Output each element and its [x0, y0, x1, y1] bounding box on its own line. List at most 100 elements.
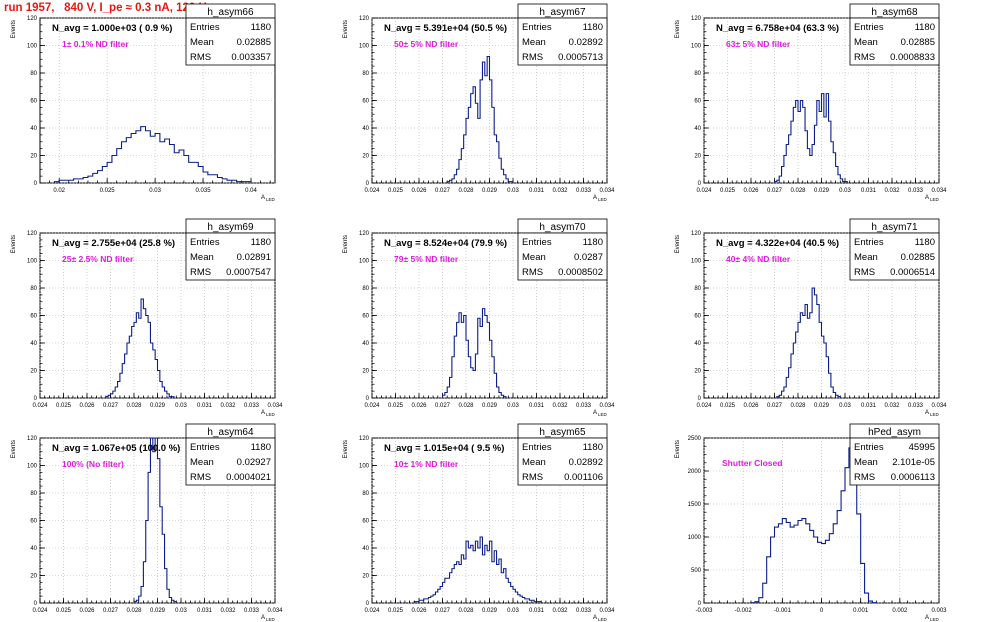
x-tick-label: 0.025 — [56, 608, 72, 614]
x-tick-label: 0.033 — [576, 403, 592, 409]
x-axis-subscript: LED — [598, 617, 608, 622]
x-tick-label: 0.032 — [884, 403, 900, 409]
x-tick-label: 0.035 — [196, 188, 212, 194]
x-axis-subscript: LED — [930, 197, 940, 202]
x-tick-label: 0.032 — [884, 188, 900, 194]
stats-label-rms: RMS — [854, 267, 875, 278]
y-tick-label: 20 — [362, 369, 369, 375]
x-tick-label: 0.032 — [220, 403, 236, 409]
histogram-name: h_asym71 — [871, 222, 918, 233]
stats-value-mean: 0.0287 — [574, 252, 603, 263]
y-tick-label: 100 — [27, 44, 38, 50]
stats-label-mean: Mean — [190, 252, 214, 263]
x-tick-label: 0.026 — [411, 403, 427, 409]
stats-label-entries: Entries — [522, 22, 552, 33]
x-tick-label: 0.029 — [482, 403, 498, 409]
stats-label-mean: Mean — [190, 37, 214, 48]
y-tick-label: 20 — [362, 574, 369, 580]
stats-value-mean: 0.02892 — [569, 457, 603, 468]
x-axis-label: A — [261, 410, 265, 416]
x-tick-label: 0.032 — [552, 608, 568, 614]
x-tick-label: 0.024 — [696, 403, 712, 409]
x-axis-label: A — [593, 195, 597, 201]
x-tick-label: 0.027 — [435, 188, 451, 194]
stats-value-entries: 1180 — [583, 442, 603, 453]
stats-value-rms: 0.0005713 — [558, 52, 603, 63]
x-tick-label: 0.024 — [32, 403, 48, 409]
stats-value-mean: 0.02891 — [237, 252, 271, 263]
x-tick-label: 0.031 — [197, 403, 213, 409]
x-tick-label: 0.024 — [696, 188, 712, 194]
histogram-pad-h_asym65: 0.024 0.025 0.026 0.027 0.028 0.029 0.03 0.031 0… — [343, 423, 615, 622]
x-tick-label: 0.034 — [599, 188, 615, 194]
x-axis-label: A — [925, 615, 929, 621]
histogram-header: N_avg = 2.755e+04 (25.8 %) — [52, 238, 175, 249]
x-tick-label: 0.033 — [576, 188, 592, 194]
x-tick-label: 0.031 — [529, 403, 545, 409]
stats-box — [517, 17, 608, 66]
stats-value-rms: 0.0008502 — [558, 267, 603, 278]
x-tick-label: 0.026 — [411, 188, 427, 194]
x-tick-label: 0.025 — [100, 188, 116, 194]
stats-value-entries: 1180 — [583, 22, 603, 33]
stats-value-entries: 45995 — [909, 442, 935, 453]
histogram-line — [413, 536, 542, 603]
stats-label-mean: Mean — [522, 37, 546, 48]
histogram-name: h_asym70 — [539, 222, 586, 233]
y-tick-label: 100 — [691, 44, 702, 50]
x-axis-label: A — [593, 615, 597, 621]
filter-annotation: 63± 5% ND filter — [726, 39, 791, 49]
y-tick-label: 20 — [362, 154, 369, 160]
x-tick-label: 0.03 — [507, 608, 519, 614]
x-tick-label: 0.025 — [720, 188, 736, 194]
histogram-name: h_asym68 — [871, 7, 918, 18]
x-tick-label: 0.04 — [245, 188, 257, 194]
stats-label-mean: Mean — [854, 37, 878, 48]
y-tick-label: 60 — [30, 314, 37, 320]
y-tick-label: 120 — [27, 436, 38, 442]
y-tick-label: 40 — [30, 126, 37, 132]
filter-annotation: 79± 5% ND filter — [394, 254, 459, 264]
y-tick-label: 100 — [691, 259, 702, 265]
y-tick-label: 1000 — [688, 535, 702, 541]
stats-value-rms: 0.0006113 — [891, 472, 935, 483]
stats-label-rms: RMS — [854, 52, 875, 63]
y-tick-label: 60 — [694, 314, 701, 320]
x-tick-label: 0.028 — [790, 188, 806, 194]
stats-label-mean: Mean — [854, 457, 878, 468]
y-tick-label: 20 — [694, 369, 701, 375]
y-tick-label: 80 — [30, 286, 37, 292]
x-tick-label: 0.032 — [220, 608, 236, 614]
histogram-name: h_asym69 — [207, 222, 254, 233]
stats-label-entries: Entries — [854, 237, 884, 248]
x-tick-label: 0.032 — [552, 403, 568, 409]
y-tick-label: 100 — [359, 44, 370, 50]
stats-value-rms: 0.0008833 — [890, 52, 935, 63]
y-tick-label: 0 — [34, 601, 38, 607]
stats-value-mean: 0.02885 — [901, 252, 935, 263]
stats-box — [185, 17, 276, 66]
y-tick-label: 0 — [34, 181, 38, 187]
x-tick-label: 0.034 — [931, 403, 947, 409]
histogram-header: N_avg = 1.067e+05 (100.0 %) — [52, 443, 180, 454]
x-tick-label: 0.029 — [482, 608, 498, 614]
stats-value-entries: 1180 — [251, 22, 271, 33]
histogram-pad-hPed_asym: -0.003 -0.002 -0.001 0 0.001 0.002 0.003 0 500 10… — [675, 423, 947, 622]
x-tick-label: 0.033 — [244, 403, 260, 409]
stats-value-mean: 2.101e-05 — [892, 457, 935, 468]
x-tick-label: 0.029 — [150, 403, 166, 409]
y-tick-label: 20 — [30, 154, 37, 160]
stats-value-entries: 1180 — [251, 237, 271, 248]
y-tick-label: 120 — [691, 16, 702, 22]
stats-label-entries: Entries — [522, 237, 552, 248]
stats-box — [849, 232, 940, 281]
y-axis-label: Events — [343, 440, 349, 458]
x-axis-subscript: LED — [930, 617, 940, 622]
x-tick-label: 0.02 — [53, 188, 65, 194]
x-tick-label: 0.034 — [599, 608, 615, 614]
x-tick-label: 0.024 — [364, 608, 380, 614]
x-tick-label: 0.03 — [175, 403, 187, 409]
stats-label-rms: RMS — [854, 472, 875, 483]
y-tick-label: 80 — [362, 491, 369, 497]
y-tick-label: 120 — [27, 16, 38, 22]
